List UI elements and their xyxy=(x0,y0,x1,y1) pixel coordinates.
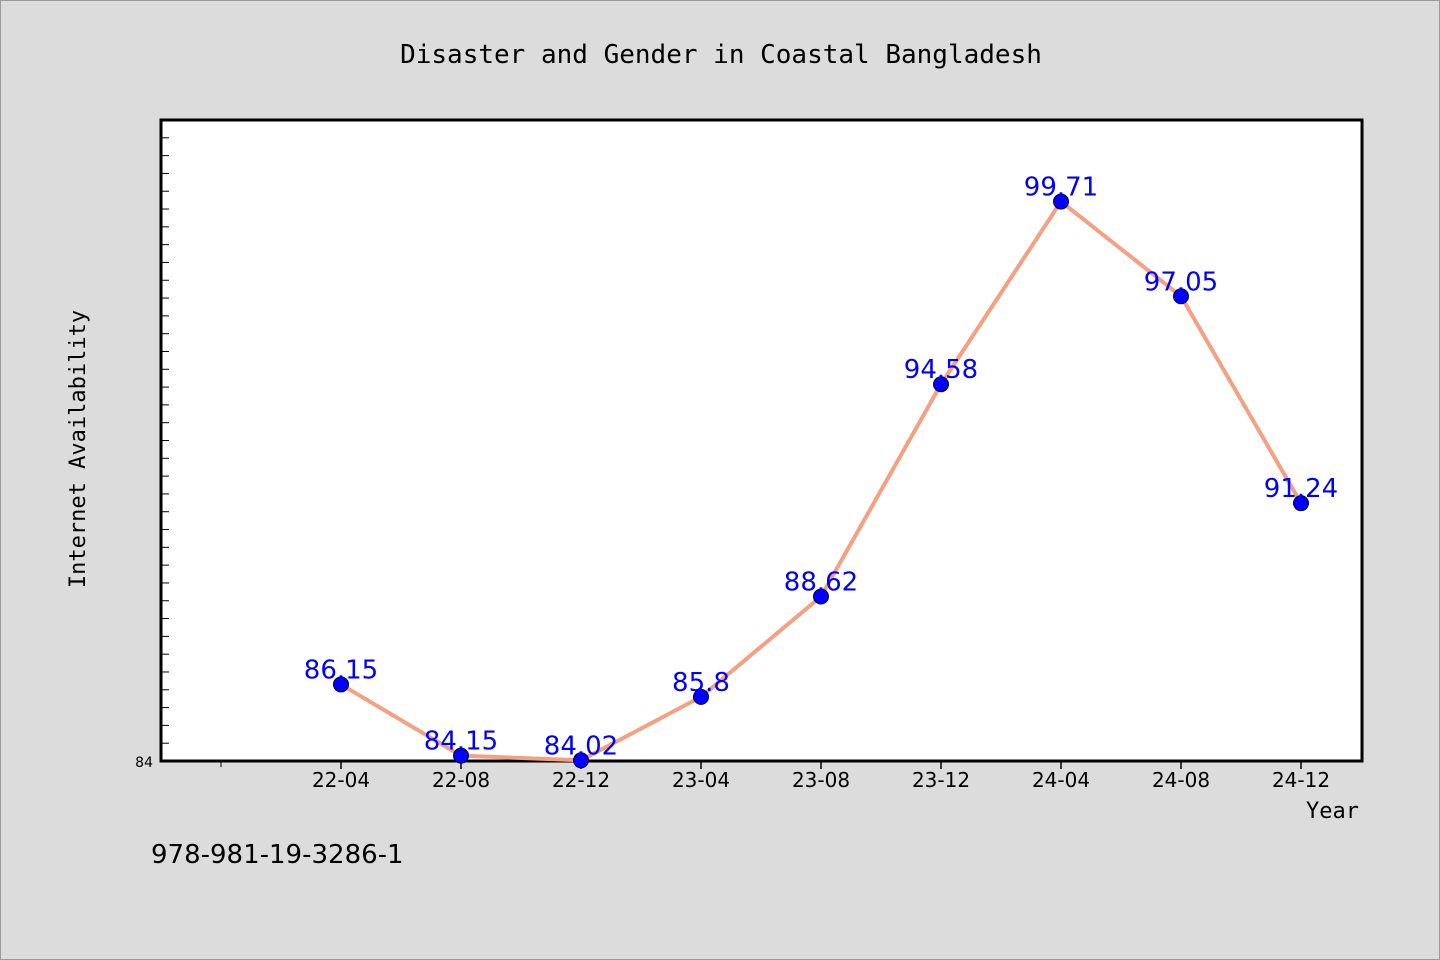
x-tick-label: 24-08 xyxy=(1152,768,1210,792)
data-label: 97.05 xyxy=(1144,267,1218,297)
y-axis-label: Internet Availability xyxy=(66,310,91,588)
data-label: 99.71 xyxy=(1024,173,1098,203)
data-point xyxy=(1293,495,1309,512)
data-point xyxy=(573,752,589,769)
data-label: 84.02 xyxy=(544,731,618,761)
x-tick-label: 22-04 xyxy=(312,768,370,792)
chart-title: Disaster and Gender in Coastal Banglades… xyxy=(400,40,1042,70)
x-tick-label: 23-12 xyxy=(912,768,970,792)
x-axis-label: Year xyxy=(1306,799,1359,824)
isbn-footer: 978-981-19-3286-1 xyxy=(151,840,404,870)
data-point xyxy=(333,676,349,693)
plot-area xyxy=(159,118,1364,763)
x-tick-label: 23-04 xyxy=(672,768,730,792)
data-point xyxy=(813,588,829,605)
data-point xyxy=(453,747,469,764)
data-point xyxy=(1173,288,1189,305)
data-point xyxy=(933,376,949,393)
data-label: 84.15 xyxy=(424,727,498,757)
series-line-group xyxy=(333,193,1309,769)
data-point xyxy=(693,688,709,705)
y-tick-label: 84 xyxy=(135,755,153,771)
x-axis-ticks: 22-04 22-08 22-12 23-04 23-08 23-12 24-04 24-08… xyxy=(220,761,1330,792)
x-tick-label: 24-04 xyxy=(1032,768,1090,792)
x-tick-label: 22-08 xyxy=(432,768,490,792)
data-label: 88.62 xyxy=(784,567,858,597)
x-tick-label: 24-12 xyxy=(1272,768,1330,792)
data-label: 91.24 xyxy=(1264,474,1338,504)
data-label: 94.58 xyxy=(904,355,978,385)
x-tick-label: 23-08 xyxy=(792,768,850,792)
data-label-group: 86.15 84.15 84.02 85.8 88.62 94.58 99.71 97.05 9… xyxy=(304,173,1338,762)
y-axis-ticks: 84 xyxy=(135,137,169,771)
data-point xyxy=(1053,193,1069,210)
data-label: 86.15 xyxy=(304,655,378,685)
data-label: 85.8 xyxy=(672,668,730,698)
x-tick-label: 22-12 xyxy=(552,768,610,792)
